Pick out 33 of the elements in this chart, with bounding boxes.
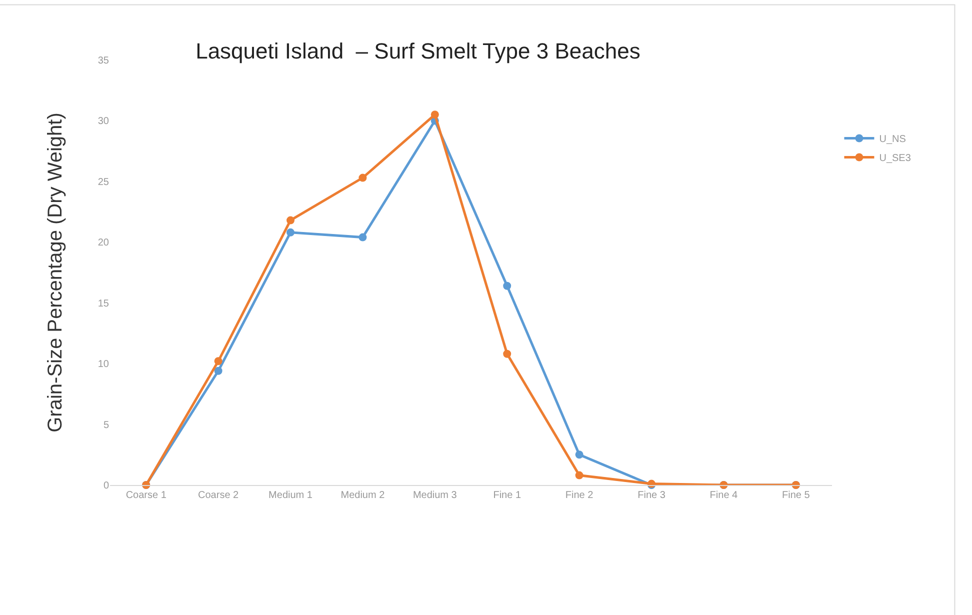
y-tick-label: 10 — [98, 359, 110, 370]
point — [503, 282, 512, 290]
point — [214, 366, 222, 375]
y-tick-label: 20 — [98, 238, 110, 249]
point — [575, 471, 584, 480]
x-tick-label: Coarse 1 — [126, 490, 167, 501]
y-tick-label: 5 — [103, 420, 110, 431]
y-tick-label: 0 — [103, 480, 110, 492]
point — [575, 450, 584, 459]
x-tick-label: Medium 1 — [268, 490, 313, 501]
point — [286, 228, 294, 236]
point — [214, 357, 222, 366]
legend-label: U_SE3 — [879, 153, 912, 164]
x-tick-label: Fine 2 — [565, 490, 594, 501]
y-tick-label: 25 — [98, 176, 110, 188]
x-tick-label: Fine 4 — [710, 490, 738, 501]
y-tick-label: 30 — [98, 116, 110, 128]
x-tick-label: Medium 2 — [340, 490, 386, 501]
legend-label: U_NS — [879, 134, 906, 146]
point — [430, 110, 439, 119]
point — [503, 350, 512, 358]
point — [358, 174, 367, 182]
x-tick-label: Medium 3 — [412, 490, 458, 501]
x-tick-label: Fine 1 — [493, 490, 522, 501]
y-tick-label: 35 — [98, 56, 110, 66]
y-axis-title: Grain-Size Percentage (Dry Weight) — [44, 112, 66, 432]
x-tick-label: Fine 3 — [638, 490, 666, 501]
x-tick-label: Coarse 2 — [198, 490, 240, 501]
point — [286, 216, 294, 224]
chart-title: Lasqueti Island – Surf Smelt Type 3 Beaches — [196, 38, 640, 64]
point — [358, 233, 367, 242]
y-tick-label: 15 — [98, 298, 110, 310]
x-tick-label: Fine 5 — [782, 490, 810, 501]
